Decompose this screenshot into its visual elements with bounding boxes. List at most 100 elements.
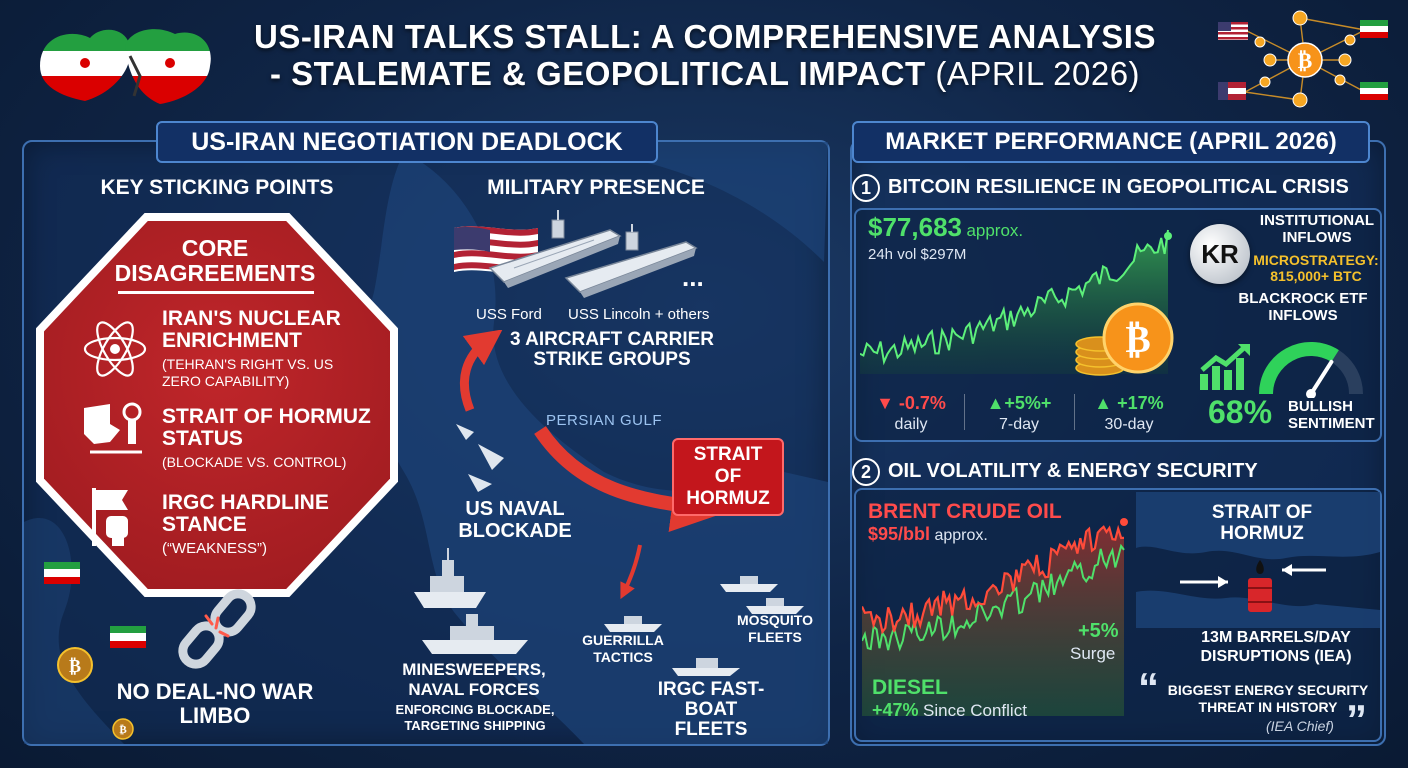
section1-title: BITCOIN RESILIENCE IN GEOPOLITICAL CRISI… [888,176,1349,198]
btc-change-7day-label: 7-day [998,416,1040,433]
sentiment-value: 68% [1208,394,1273,430]
irgc-stance-detail: (“WEAKNESS”) [162,540,267,557]
sentiment-label: BULLISH SENTIMENT [1288,398,1375,432]
iea-quote: BIGGEST ENERGY SECURITY THREAT IN HISTOR… [1167,682,1369,715]
core-disagreements-octagon [44,221,390,589]
btc-price-approx: approx. [966,221,1024,240]
aircraft-carrier-lincoln-icon [564,224,698,298]
guerrilla-tactics-caption: GUERRILLA TACTICS [582,632,664,665]
core-disagreements-title: CORE DISAGREEMENTS [114,235,316,286]
minesweeper-ship-icon [414,548,486,608]
hormuz-status-title: STRAIT OF HORMUZ STATUS [162,405,371,450]
iran-flag-small-icon-2 [110,626,146,648]
btc-volume: 24h vol $297M [868,246,967,263]
brent-price-value: $95/bbl [868,524,931,544]
bitcoin-coin-icon: ₿ [57,647,93,683]
us-naval-blockade-caption: US NAVAL BLOCKADE [458,498,572,542]
kr-logo: KR [1190,224,1250,284]
hormuz-status-detail: (BLOCKADE vs. CONTROL) [162,454,347,470]
up-arrow-icon-2: ▲ [1094,393,1113,413]
uss-ford-label: USS Ford [476,306,542,323]
strait-of-hormuz-badge: STRAIT OF HORMUZ [672,438,784,516]
iran-flag-small-icon [44,562,80,584]
bitcoin-coin-stack-icon: ₿ [1075,302,1174,376]
minesweepers-subcaption: ENFORCING BLOCKADE, TARGETING SHIPPING [395,702,555,733]
svg-text:₿: ₿ [1125,317,1150,361]
btc-change-30day-value: +17% [1117,393,1164,413]
diesel-change-since: Since Conflict [923,701,1027,720]
svg-text:₿: ₿ [69,656,81,677]
persian-gulf-label: PERSIAN GULF [546,412,663,429]
btc-change-7day: ▲+5%+ 7-day [972,392,1066,436]
map-valve-icon [84,402,142,454]
fast-boat-icon-4 [672,658,740,676]
bitcoin-coin-icon-small: ₿ [112,718,134,740]
irgc-stance-title: IRGC HARDLINE STANCE [162,491,329,536]
surge-label: Surge [1070,644,1116,663]
down-arrow-icon: ▼ [876,393,894,413]
irgc-fast-boat-caption: IRGC FAST-BOAT FLEETS [657,679,765,740]
section1-number: 1 [860,178,871,198]
carrier-strike-groups-caption: 3 AIRCRAFT CARRIER STRIKE GROUPS [509,329,715,370]
up-arrow-icon: ▲ [986,393,1005,413]
iran-flag-heart-graphic [40,29,211,104]
iea-quote-source: (IEA Chief) [1266,718,1334,734]
trending-up-icon [1200,344,1250,390]
aircraft-carrier-ford-icon [488,210,622,288]
diesel-change: +47% Since Conflict [872,700,1027,721]
diesel-change-value: +47% [872,700,919,720]
btc-price: $77,683 approx. [868,212,1023,243]
uss-lincoln-label: USS Lincoln + others [568,306,710,323]
minesweepers-caption: MINESWEEPERS, NAVAL FORCES [402,660,546,699]
stat-divider-2 [1074,394,1075,430]
brent-price: $95/bbl approx. [868,524,988,545]
market-panel-title: MARKET PERFORMANCE (APRIL 2026) [852,121,1370,163]
oil-price-chart [862,518,1128,716]
main-title: US-IRAN TALKS STALL: A COMPREHENSIVE ANA… [254,18,1156,92]
btc-change-daily-label: daily [894,416,928,433]
surge-value: +5% [1078,620,1119,642]
btc-change-30day: ▲ +17% 30-day [1082,392,1176,436]
sticking-points-heading: KEY STICKING POINTS [100,176,334,199]
btc-change-daily-value: -0.7% [898,393,946,413]
atom-icon [83,321,147,377]
bitcoin-network-graphic: ₿ [1218,10,1388,108]
section2-number-badge: 2 [852,458,880,486]
section2-title: OIL VOLATILITY & ENERGY SECURITY [888,460,1258,482]
stat-divider [964,394,965,430]
section2-number: 2 [860,462,871,482]
blackrock-etf-label: BLACKROCK ETF INFLOWS [1238,290,1368,324]
nuclear-enrichment-detail: (TEHRAN'S RIGHT vs. US ZERO CAPABILITY) [162,356,334,389]
section1-number-badge: 1 [852,174,880,202]
diesel-label: DIESEL [872,676,948,699]
core-title-underline [118,291,314,294]
military-presence-heading: MILITARY PRESENCE [487,176,705,199]
btc-change-7day-value: +5%+ [1004,393,1052,413]
naval-frigate-icon [422,614,528,654]
quote-close-icon: ” [1346,696,1367,743]
quote-open-icon: “ [1138,664,1159,711]
fast-boat-icon-2 [720,576,778,592]
broken-chain-icon [178,589,256,669]
strait-heading: STRAIT OF HORMUZ [1211,502,1313,544]
brent-crude-label: BRENT CRUDE OIL [868,500,1062,523]
sentiment-gauge [1259,342,1363,398]
svg-text:₿: ₿ [119,723,127,736]
svg-text:₿: ₿ [1298,49,1313,74]
btc-price-value: $77,683 [868,212,962,242]
more-carriers-ellipsis: ... [682,262,704,292]
kr-logo-text: KR [1201,239,1239,269]
institutional-inflows-label: INSTITUTIONAL INFLOWS [1259,212,1375,246]
fast-boat-icon-3 [746,598,804,614]
btc-change-30day-label: 30-day [1104,416,1154,433]
fist-flag-icon [92,488,128,546]
brent-price-approx: approx. [934,527,988,544]
deadlock-panel-title: US-IRAN NEGOTIATION DEADLOCK [156,121,658,163]
mosquito-fleets-caption: MOSQUITO FLEETS [737,612,813,645]
navy-patrol-icon [456,424,504,492]
no-deal-limbo-caption: NO DEAL-NO WAR LIMBO [116,679,314,728]
fast-boat-icon-1 [604,616,662,632]
strait-map-inset [1136,492,1380,628]
nuclear-enrichment-title: IRAN'S NUCLEAR ENRICHMENT [162,307,341,352]
barrels-disruption: 13M BARRELS/DAY DISRUPTIONS (IEA) [1200,629,1352,665]
